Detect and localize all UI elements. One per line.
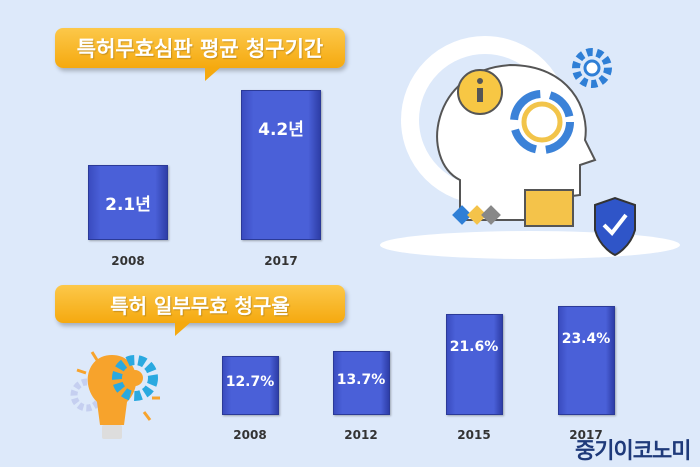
bar-2008: 2.1년 (88, 165, 168, 240)
x-tick-label: 2008 (111, 254, 145, 268)
bar-2017: 23.4% (557, 306, 615, 415)
info-icon (457, 69, 503, 115)
x-tick-label: 2017 (569, 428, 603, 442)
bar-2015: 21.6% (445, 314, 503, 415)
chart1-title: 특허무효심판 평균 청구기간 (55, 28, 345, 81)
data-label: 13.7% (336, 372, 386, 389)
data-label: 4.2년 (258, 120, 304, 140)
data-label: 21.6% (449, 339, 499, 356)
bar-2017: 4.2년 (241, 90, 321, 240)
shield-check-icon (594, 196, 636, 257)
chart2-title: 특허 일부무효 청구율 (55, 285, 345, 336)
bar-2008: 12.7% (221, 355, 279, 415)
x-tick-label: 2008 (233, 428, 267, 442)
bar-2012: 13.7% (332, 351, 390, 415)
diamond-icons (452, 205, 501, 225)
lightbulb-gear-icon (70, 351, 160, 439)
head-circuit-icon (380, 36, 680, 259)
data-label: 12.7% (225, 374, 275, 391)
x-tick-label: 2017 (264, 254, 298, 268)
folder-icon (524, 189, 574, 227)
data-label: 23.4% (561, 331, 611, 347)
x-tick-label: 2015 (457, 428, 491, 442)
data-label: 2.1년 (105, 195, 151, 215)
x-tick-label: 2012 (344, 428, 378, 442)
brand-logo: 중기이코노미 (575, 439, 691, 464)
gear-icon (572, 48, 612, 88)
